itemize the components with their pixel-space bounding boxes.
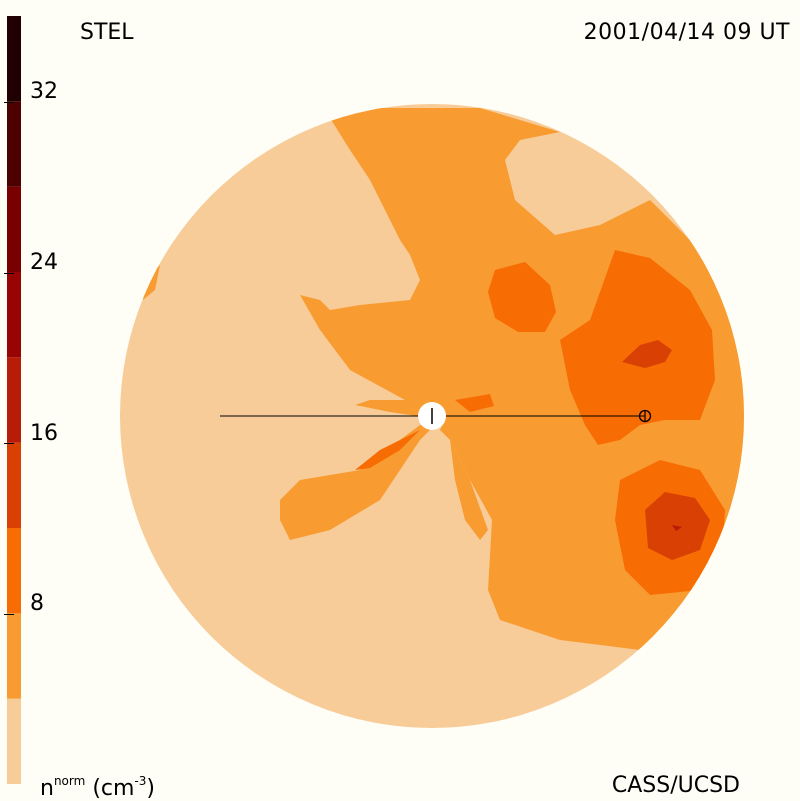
units-exponent: -3 (134, 774, 147, 788)
colorbar-level-3 (7, 442, 21, 528)
timestamp: 2001/04/14 09 UT (583, 20, 790, 45)
colorbar-tick-label: 8 (30, 591, 44, 617)
colorbar-level-2 (7, 528, 21, 614)
colorbar-level-6 (7, 186, 21, 272)
colorbar-level-8 (7, 16, 21, 102)
density-region-level5 (672, 525, 682, 531)
units-main: n (40, 776, 54, 801)
colorbar-tick-mark (4, 443, 14, 445)
density-region-level3-streak (355, 430, 420, 470)
colorbar-tick-mark (4, 101, 14, 103)
earth-icon (638, 409, 652, 423)
density-region-level2-left (143, 265, 160, 300)
credit-label: CASS/UCSD (611, 773, 740, 798)
colorbar-tick-mark (4, 613, 14, 615)
units-sup: norm (53, 774, 86, 788)
colorbar-level-1 (7, 613, 21, 699)
units-paren: (cm (92, 776, 135, 801)
density-region-level4-b (645, 492, 710, 560)
colorbar-tick-label: 24 (30, 250, 58, 275)
density-region-level4-a (622, 340, 672, 368)
map-title: STEL (80, 20, 134, 45)
colorbar-tick-mark (4, 272, 14, 274)
colorbar-level-7 (7, 101, 21, 187)
density-region-level3-small (455, 394, 494, 412)
density-region-level2-lobe (450, 440, 488, 540)
colorbar-level-0 (7, 698, 21, 784)
colorbar-tick-label: 32 (30, 79, 58, 105)
units-close: ) (146, 776, 155, 801)
density-region-level3-a (488, 262, 556, 332)
colorbar-level-4 (7, 357, 21, 443)
colorbar-tick-label: 16 (30, 420, 58, 446)
units-label: nnorm (cm-3) (40, 775, 155, 800)
colorbar-level-5 (7, 272, 21, 358)
